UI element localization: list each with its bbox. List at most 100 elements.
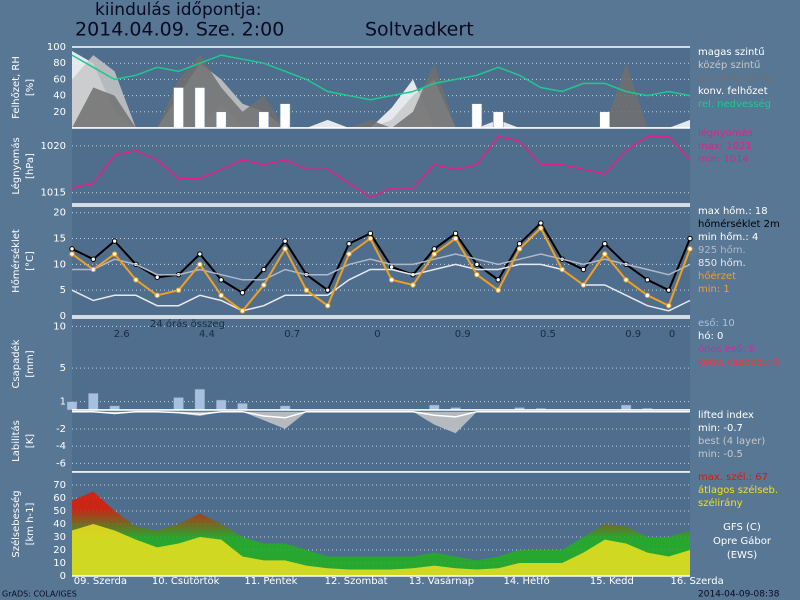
- marker: [261, 282, 267, 288]
- y-tick-label: 15: [53, 234, 66, 245]
- marker: [559, 266, 565, 273]
- y-tick-label: 10: [53, 321, 66, 332]
- plot-area: [72, 128, 690, 204]
- legend-entry: közép szintű: [698, 59, 760, 71]
- marker: [410, 282, 416, 288]
- legend-entry: 850 hőm.: [698, 257, 746, 269]
- marker: [538, 225, 544, 231]
- y-tick-label: 80: [53, 58, 66, 69]
- marker: [516, 240, 523, 247]
- marker: [644, 277, 651, 283]
- legend-entry: alacsony szintű: [698, 72, 775, 84]
- bar: [173, 397, 184, 411]
- y-tick-label: 50: [53, 506, 66, 517]
- annotation: hó: 0: [698, 330, 723, 342]
- marker: [303, 287, 310, 293]
- marker: [175, 287, 182, 293]
- marker: [218, 277, 224, 283]
- annotation: konv. csapad.: 0: [698, 357, 779, 368]
- marker: [665, 287, 672, 293]
- y-axis-label: Hőmérséklet: [10, 229, 22, 293]
- annotation: min: 1: [698, 284, 730, 295]
- marker: [431, 246, 437, 252]
- y-tick-label: 1: [60, 397, 66, 408]
- daily-sum: 2.6: [114, 329, 130, 340]
- marker: [133, 277, 139, 283]
- daily-sum: 0: [374, 329, 380, 340]
- marker: [239, 290, 246, 296]
- y-tick-label: 60: [53, 493, 66, 504]
- y-axis-label: [°C]: [25, 251, 36, 271]
- marker: [325, 302, 331, 309]
- marker: [452, 230, 459, 237]
- annotation: ónos eső: 0: [698, 343, 755, 355]
- line: [71, 135, 691, 199]
- marker: [111, 251, 118, 257]
- legend-entry: eső: 10: [698, 317, 735, 329]
- timestamp: 2014-04-09-08:38: [698, 590, 780, 600]
- annotation: max: 1021: [698, 141, 752, 152]
- marker: [474, 271, 480, 278]
- daily-sum: 0.5: [540, 329, 556, 340]
- bar: [258, 111, 270, 129]
- software: GrADS: COLA/IGES: [2, 590, 77, 599]
- legend-entry: rel. nedvesség: [698, 98, 771, 110]
- x-tick-label: 09. Szerda: [74, 576, 127, 587]
- annotation: min: -0.7: [698, 423, 743, 434]
- bar: [66, 401, 78, 411]
- bar: [492, 111, 504, 129]
- marker: [580, 282, 587, 288]
- marker: [197, 251, 203, 257]
- marker: [197, 261, 203, 268]
- y-tick-label: 1020: [41, 141, 66, 152]
- y-tick-label: 40: [53, 519, 66, 530]
- x-tick-label: 13. Vasárnap: [409, 575, 474, 587]
- line: [72, 410, 690, 419]
- bar: [599, 111, 611, 129]
- y-tick-label: 60: [53, 74, 66, 85]
- marker: [261, 266, 267, 273]
- legend-entry: best (4 layer): [698, 436, 765, 447]
- marker: [282, 238, 288, 244]
- y-axis-label: Légnyomás: [10, 137, 22, 194]
- annotation: min: -0.5: [698, 449, 743, 460]
- y-tick-label: 40: [53, 91, 66, 102]
- marker: [644, 292, 651, 299]
- y-tick-label: 0: [60, 571, 66, 582]
- marker: [154, 274, 160, 280]
- x-tick-label: 14. Hétfő: [503, 575, 549, 587]
- x-tick-label: 11. Péntek: [244, 575, 297, 587]
- y-tick-label: 10: [53, 558, 66, 569]
- y-tick-label: 70: [53, 480, 66, 491]
- y-tick-label: 1015: [41, 188, 66, 199]
- line: [71, 226, 691, 313]
- legend-entry: légnyomás: [698, 127, 753, 139]
- legend-entry: konv. felhőzet: [698, 85, 768, 97]
- marker: [239, 308, 246, 314]
- bar: [194, 388, 206, 411]
- marker: [346, 251, 352, 257]
- marker: [538, 220, 544, 226]
- x-tick-label: 15. Kedd: [590, 576, 634, 587]
- y-axis-label: Felhőzet, RH: [10, 56, 22, 119]
- line: [72, 253, 691, 281]
- marker: [495, 277, 501, 283]
- plot-area: [72, 410, 690, 472]
- marker: [474, 261, 480, 268]
- line: [71, 263, 691, 312]
- annotation: szélirány: [698, 497, 743, 509]
- bar: [88, 393, 99, 411]
- marker: [388, 277, 395, 283]
- daily-sum: 0.7: [284, 329, 300, 340]
- daily-sum: 0.9: [625, 329, 641, 340]
- marker: [516, 246, 523, 252]
- marker: [346, 240, 352, 247]
- marker: [495, 287, 501, 293]
- legend-entry: lifted index: [698, 410, 754, 421]
- area: [72, 524, 690, 576]
- y-axis-label: Szélsebesség: [10, 490, 22, 557]
- legend-entry: magas szintű: [698, 46, 765, 58]
- marker: [687, 235, 693, 242]
- area: [72, 55, 690, 128]
